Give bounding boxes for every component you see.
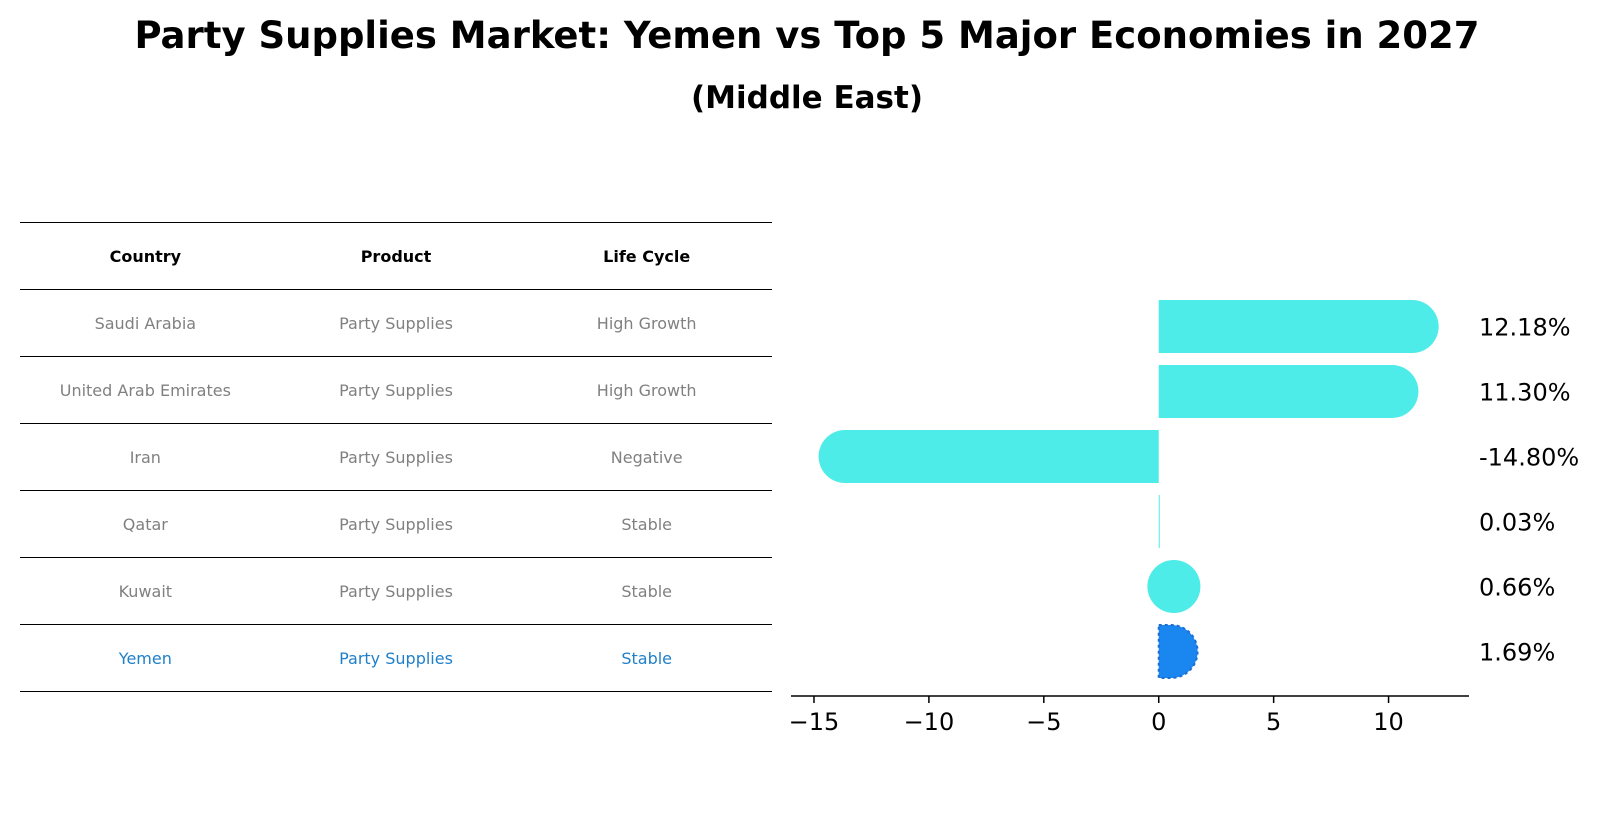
cell-country: Iran: [129, 447, 161, 467]
header-life-cycle: Life Cycle: [603, 246, 691, 266]
bar-iran: [818, 430, 1159, 483]
cell-product: Party Supplies: [339, 447, 453, 467]
cell-product: Party Supplies: [339, 380, 453, 400]
table-row: United Arab Emirates Party Supplies High…: [20, 356, 772, 423]
cell-life-cycle: Stable: [621, 648, 673, 668]
bar-yemen: [1157, 624, 1199, 679]
bar-value-label: 11.30%: [1479, 379, 1571, 407]
bar-value-label: 0.03%: [1479, 509, 1555, 537]
cell-product: Party Supplies: [339, 648, 453, 668]
x-tick-label: 0: [1151, 708, 1166, 736]
x-tick-label: 5: [1266, 708, 1281, 736]
bar-value-label: -14.80%: [1479, 444, 1579, 472]
cell-product: Party Supplies: [339, 313, 453, 333]
x-tick-label: 10: [1373, 708, 1404, 736]
header-product: Product: [360, 246, 432, 266]
cell-life-cycle: High Growth: [596, 380, 697, 400]
cell-life-cycle: Stable: [621, 514, 673, 534]
cell-life-cycle: High Growth: [596, 313, 697, 333]
chart-subtitle: (Middle East): [690, 80, 923, 116]
x-tick-label: −5: [1026, 708, 1061, 736]
table-row-highlighted: Yemen Party Supplies Stable: [20, 624, 772, 692]
bar-kuwait: [1147, 560, 1201, 613]
table-row: Qatar Party Supplies Stable: [20, 490, 772, 557]
table-row: Kuwait Party Supplies Stable: [20, 557, 772, 624]
bar-saudi-arabia: [1158, 300, 1439, 353]
bar-united-arab-emirates: [1158, 365, 1419, 418]
cell-country: United Arab Emirates: [59, 380, 231, 400]
header-country: Country: [109, 246, 182, 266]
cell-country: Yemen: [118, 648, 172, 668]
cell-country: Qatar: [122, 514, 168, 534]
chart-title: Party Supplies Market: Yemen vs Top 5 Ma…: [134, 14, 1480, 57]
x-tick-label: −15: [789, 708, 840, 736]
table-row: Iran Party Supplies Negative: [20, 423, 772, 490]
data-table: Country Product Life Cycle Saudi Arabia …: [20, 222, 772, 692]
cell-product: Party Supplies: [339, 581, 453, 601]
bar-qatar: [1158, 495, 1160, 548]
bar-value-label: 12.18%: [1479, 314, 1571, 342]
cell-life-cycle: Negative: [610, 447, 683, 467]
table-row: Saudi Arabia Party Supplies High Growth: [20, 289, 772, 356]
table-header-row: Country Product Life Cycle: [20, 222, 772, 289]
cell-country: Saudi Arabia: [94, 313, 197, 333]
cell-product: Party Supplies: [339, 514, 453, 534]
bar-value-label: 0.66%: [1479, 574, 1555, 602]
x-tick-label: −10: [904, 708, 955, 736]
cell-life-cycle: Stable: [621, 581, 673, 601]
bar-value-label: 1.69%: [1479, 639, 1555, 667]
cell-country: Kuwait: [118, 581, 173, 601]
